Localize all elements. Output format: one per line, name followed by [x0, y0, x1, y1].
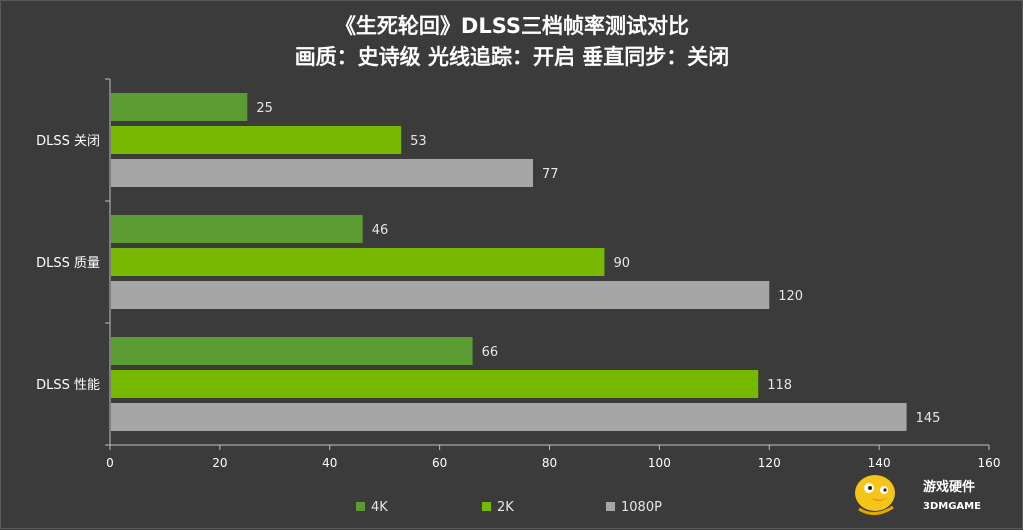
duck-mascot-icon [855, 475, 895, 515]
data-label: 90 [613, 256, 630, 271]
data-label: 53 [410, 134, 427, 149]
data-label: 118 [767, 378, 792, 393]
legend-label: 4K [371, 500, 388, 515]
category-label: DLSS 关闭 [36, 134, 100, 149]
watermark-text-en: 3DMGAME [923, 501, 981, 512]
legend-label: 2K [497, 500, 514, 515]
x-tick-label: 120 [758, 456, 781, 470]
legend: 4K 2K 1080P [356, 500, 662, 515]
chart-subtitle: 画质：史诗级 光线追踪：开启 垂直同步：关闭 [295, 45, 730, 69]
x-tick-label: 0 [106, 456, 114, 470]
watermark: 游戏硬件 3DMGAME [855, 475, 981, 515]
axis-layer: 0 20 40 60 80 100 120 140 160 DLSS 关闭 DLSS 质量 DLSS … [36, 78, 1001, 470]
category-label: DLSS 质量 [36, 256, 100, 271]
bar [111, 159, 534, 187]
x-tick-label: 160 [978, 456, 1001, 470]
data-label: 120 [778, 289, 803, 304]
x-tick-label: 140 [868, 456, 891, 470]
bar [111, 281, 770, 309]
data-label: 25 [256, 101, 273, 116]
bars-layer: 25 53 77 46 90 120 66 118 145 [111, 93, 940, 431]
x-tick-label: 100 [648, 456, 671, 470]
data-label: 46 [372, 223, 389, 238]
x-tick-label: 80 [542, 456, 557, 470]
legend-label: 1080P [621, 500, 662, 515]
legend-swatch [356, 502, 365, 511]
bar [111, 215, 363, 243]
bar [111, 93, 248, 121]
x-tick-label: 20 [212, 456, 227, 470]
bar [111, 403, 907, 431]
data-label: 66 [482, 345, 499, 360]
watermark-text-cn: 游戏硬件 [923, 479, 975, 495]
chart-title: 《生死轮回》DLSS三档帧率测试对比 [335, 14, 689, 38]
x-tick-label: 60 [432, 456, 447, 470]
bar [111, 337, 473, 365]
data-label: 145 [916, 411, 941, 426]
bar [111, 248, 605, 276]
bar [111, 370, 759, 398]
bar [111, 126, 402, 154]
category-label: DLSS 性能 [36, 378, 100, 393]
legend-swatch [482, 502, 491, 511]
legend-swatch [606, 502, 615, 511]
x-tick-label: 40 [322, 456, 337, 470]
data-label: 77 [542, 167, 559, 182]
